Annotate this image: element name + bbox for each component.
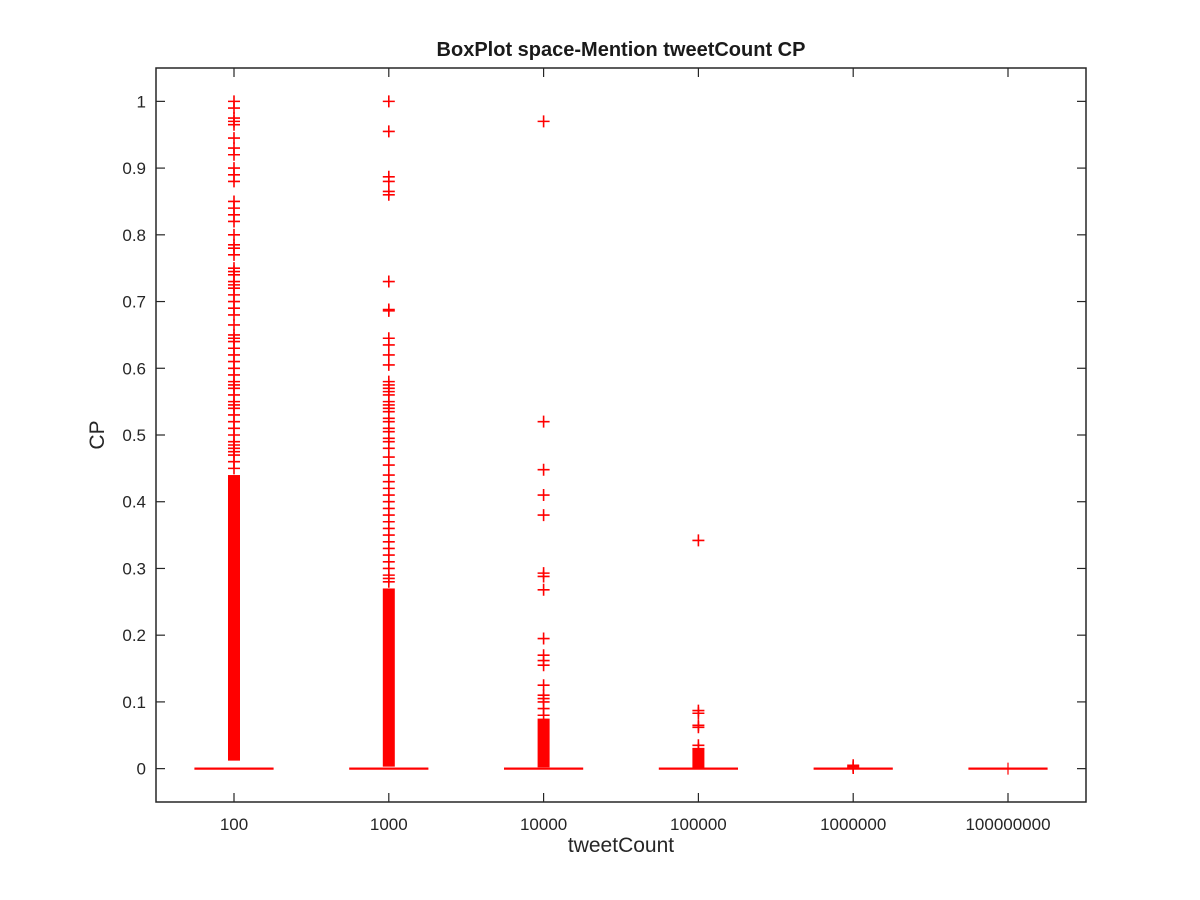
outlier-marker (228, 215, 240, 228)
outlier-marker (382, 304, 395, 317)
outlier-marker (228, 318, 240, 331)
outlier-marker (382, 175, 395, 188)
box-group (813, 759, 893, 774)
outlier-marker (537, 489, 550, 502)
outlier-marker (382, 459, 395, 472)
outlier-marker (228, 228, 240, 241)
box-groups (194, 95, 1048, 775)
y-tick-label: 0.3 (122, 559, 146, 578)
outlier-marker (537, 583, 550, 596)
outlier-marker (537, 570, 550, 583)
outlier-marker (537, 632, 550, 645)
y-axis: 0 0.1 0.2 0.3 0.4 0.5 0.6 0.7 0.8 0.9 1 (122, 92, 1086, 779)
outlier-marker (692, 742, 705, 755)
y-tick-label: 0.8 (122, 226, 146, 245)
y-tick-label: 1 (137, 92, 146, 111)
box-group (658, 534, 739, 770)
x-axis-label: tweetCount (568, 834, 674, 857)
y-tick-label: 0 (137, 760, 146, 779)
outlier-band (692, 748, 705, 768)
outlier-marker (382, 125, 395, 138)
outlier-marker (228, 132, 240, 145)
x-tick-label: 10000 (520, 815, 567, 834)
outlier-marker (228, 248, 240, 261)
outlier-marker (537, 463, 550, 476)
y-tick-label: 0.5 (122, 426, 146, 445)
y-tick-label: 0.7 (122, 293, 146, 312)
outlier-marker (537, 415, 550, 428)
outlier-marker (692, 534, 705, 547)
outlier-marker (228, 175, 240, 188)
outlier-marker (537, 709, 550, 722)
x-tick-label: 100 (220, 815, 248, 834)
box-group (504, 115, 584, 770)
y-axis-label: CP (86, 420, 109, 449)
y-tick-label: 0.6 (122, 359, 146, 378)
outlier-marker (228, 308, 240, 321)
chart-title: BoxPlot space-Mention tweetCount CP (437, 39, 806, 61)
x-tick-label: 1000 (370, 815, 408, 834)
outlier-marker (847, 761, 860, 774)
y-tick-label: 0.9 (122, 159, 146, 178)
box-group (349, 95, 429, 770)
outlier-marker (228, 118, 240, 131)
box-group (968, 762, 1048, 775)
y-tick-label: 0.1 (122, 693, 146, 712)
outlier-marker (537, 115, 550, 128)
outlier-marker (228, 462, 240, 475)
outlier-marker (382, 348, 395, 361)
outlier-marker (382, 338, 395, 351)
outlier-marker (382, 358, 395, 371)
x-tick-label: 100000000 (965, 815, 1050, 834)
outlier-band (537, 718, 550, 768)
outlier-marker (382, 188, 395, 201)
outlier-marker (382, 95, 395, 108)
outlier-band (382, 588, 395, 767)
x-tick-label: 100000 (670, 815, 727, 834)
y-tick-label: 0.4 (122, 493, 146, 512)
outlier-marker (537, 679, 550, 692)
x-axis: 100 1000 10000 100000 1000000 100000000 (220, 68, 1051, 834)
outlier-marker (228, 102, 240, 115)
outlier-band (228, 475, 240, 761)
outlier-marker (228, 148, 240, 161)
y-tick-label: 0.2 (122, 626, 146, 645)
outlier-marker (537, 659, 550, 672)
plot-area (155, 67, 1087, 803)
outlier-marker (692, 707, 705, 720)
x-tick-label: 1000000 (820, 815, 886, 834)
box-group (194, 95, 274, 770)
outlier-marker (692, 721, 705, 734)
outlier-marker (382, 575, 395, 588)
outlier-marker (382, 275, 395, 288)
outlier-marker (537, 509, 550, 522)
